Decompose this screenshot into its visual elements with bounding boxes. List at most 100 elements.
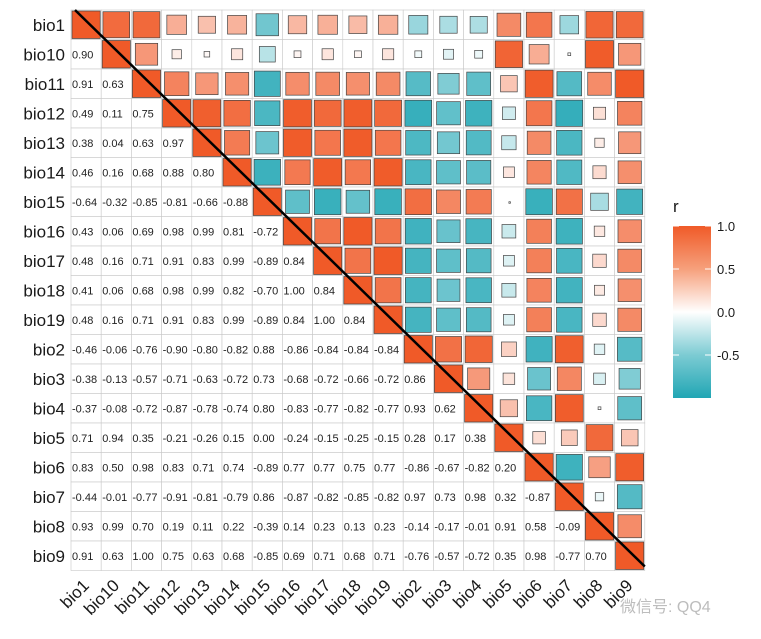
legend-tick-label: 1.0 (717, 219, 735, 234)
correlation-square (414, 50, 423, 58)
correlation-value: 0.50 (102, 462, 123, 474)
correlation-value: -0.85 (253, 551, 278, 563)
cell-background (161, 245, 193, 276)
correlation-square (403, 335, 433, 364)
correlation-value: 0.14 (283, 521, 304, 533)
correlation-value: -0.01 (102, 492, 127, 504)
correlation-square (253, 159, 281, 186)
correlation-value: -0.09 (555, 521, 580, 533)
correlation-value: 0.77 (374, 462, 395, 474)
correlation-square (532, 431, 546, 445)
cell-background (100, 216, 132, 247)
cell-background (221, 452, 253, 483)
correlation-value: 0.81 (223, 226, 244, 238)
correlation-square (592, 312, 607, 327)
cell-background (312, 393, 344, 424)
cell-background (131, 334, 162, 365)
correlation-square (285, 189, 310, 214)
correlation-square (313, 246, 343, 275)
correlation-value: -0.39 (253, 521, 278, 533)
correlation-square (524, 69, 554, 98)
correlation-value: 0.15 (223, 433, 244, 445)
correlation-value: 0.16 (102, 167, 123, 179)
cell-background (191, 245, 223, 276)
correlation-value: 0.69 (283, 551, 304, 563)
cell-background (402, 422, 434, 453)
correlation-value: 0.83 (163, 462, 184, 474)
correlation-square (585, 11, 614, 39)
correlation-value: 0.22 (223, 521, 244, 533)
correlation-square (437, 73, 460, 95)
cell-background (312, 422, 344, 453)
correlation-square (317, 14, 338, 35)
correlation-value: 0.17 (434, 433, 455, 445)
row-label: bio18 (23, 281, 65, 300)
correlation-value: 0.71 (132, 256, 153, 268)
correlation-square (374, 277, 402, 304)
correlation-value: 0.77 (314, 462, 335, 474)
cell-background (463, 540, 495, 571)
correlation-square (494, 423, 524, 452)
correlation-value: 0.04 (102, 138, 123, 150)
correlation-square (501, 341, 517, 357)
correlation-square (594, 137, 605, 148)
correlation-square (593, 106, 606, 120)
correlation-value: -0.90 (163, 344, 188, 356)
correlation-square (374, 188, 402, 216)
cell-background (372, 452, 404, 483)
row-label: bio10 (23, 45, 65, 64)
correlation-value: -0.82 (374, 492, 399, 504)
correlation-value: -0.87 (525, 492, 550, 504)
correlation-square (621, 429, 639, 447)
cell-background (131, 393, 162, 424)
correlation-value: 0.91 (72, 79, 93, 91)
cell-background (402, 452, 434, 483)
correlation-square (617, 278, 642, 302)
correlation-square (132, 69, 161, 98)
correlation-value: -0.32 (102, 197, 127, 209)
correlation-value: 0.62 (434, 403, 455, 415)
cell-background (100, 334, 132, 365)
correlation-square (404, 99, 433, 127)
correlation-square (499, 399, 518, 418)
cell-background (70, 39, 102, 70)
cell-background (282, 334, 313, 365)
row-label: bio13 (23, 134, 65, 153)
correlation-value: -0.06 (102, 344, 127, 356)
correlation-value: 0.11 (102, 108, 123, 120)
correlation-square (373, 305, 403, 334)
correlation-square (405, 277, 432, 304)
correlation-square (556, 247, 583, 274)
cell-background (161, 363, 193, 394)
correlation-value: -0.15 (374, 433, 399, 445)
correlation-square (405, 159, 432, 186)
cell-background (282, 481, 313, 512)
correlation-value: 0.86 (404, 374, 425, 386)
correlation-square (382, 48, 395, 61)
correlation-square (436, 219, 461, 243)
legend-title: r (673, 197, 679, 216)
correlation-square (231, 48, 244, 61)
cell-background (191, 304, 223, 335)
cell-background (221, 216, 253, 247)
correlation-square (443, 48, 454, 60)
correlation-value: 0.94 (102, 433, 123, 445)
correlation-value: -0.77 (374, 403, 399, 415)
correlation-square (467, 367, 491, 390)
correlation-value: 0.98 (163, 285, 184, 297)
correlation-square (253, 70, 281, 97)
correlation-value: -0.46 (72, 344, 97, 356)
correlation-square (617, 100, 643, 126)
correlation-square (526, 307, 552, 333)
correlation-value: -0.63 (193, 374, 218, 386)
correlation-value: 0.88 (163, 167, 184, 179)
row-label: bio12 (23, 104, 65, 123)
correlation-value: -0.78 (193, 403, 218, 415)
cell-background (191, 216, 223, 247)
correlation-square (500, 75, 518, 93)
correlation-square (345, 189, 371, 214)
correlation-value: -0.77 (555, 551, 580, 563)
correlation-square (315, 71, 340, 96)
cell-background (70, 216, 102, 247)
